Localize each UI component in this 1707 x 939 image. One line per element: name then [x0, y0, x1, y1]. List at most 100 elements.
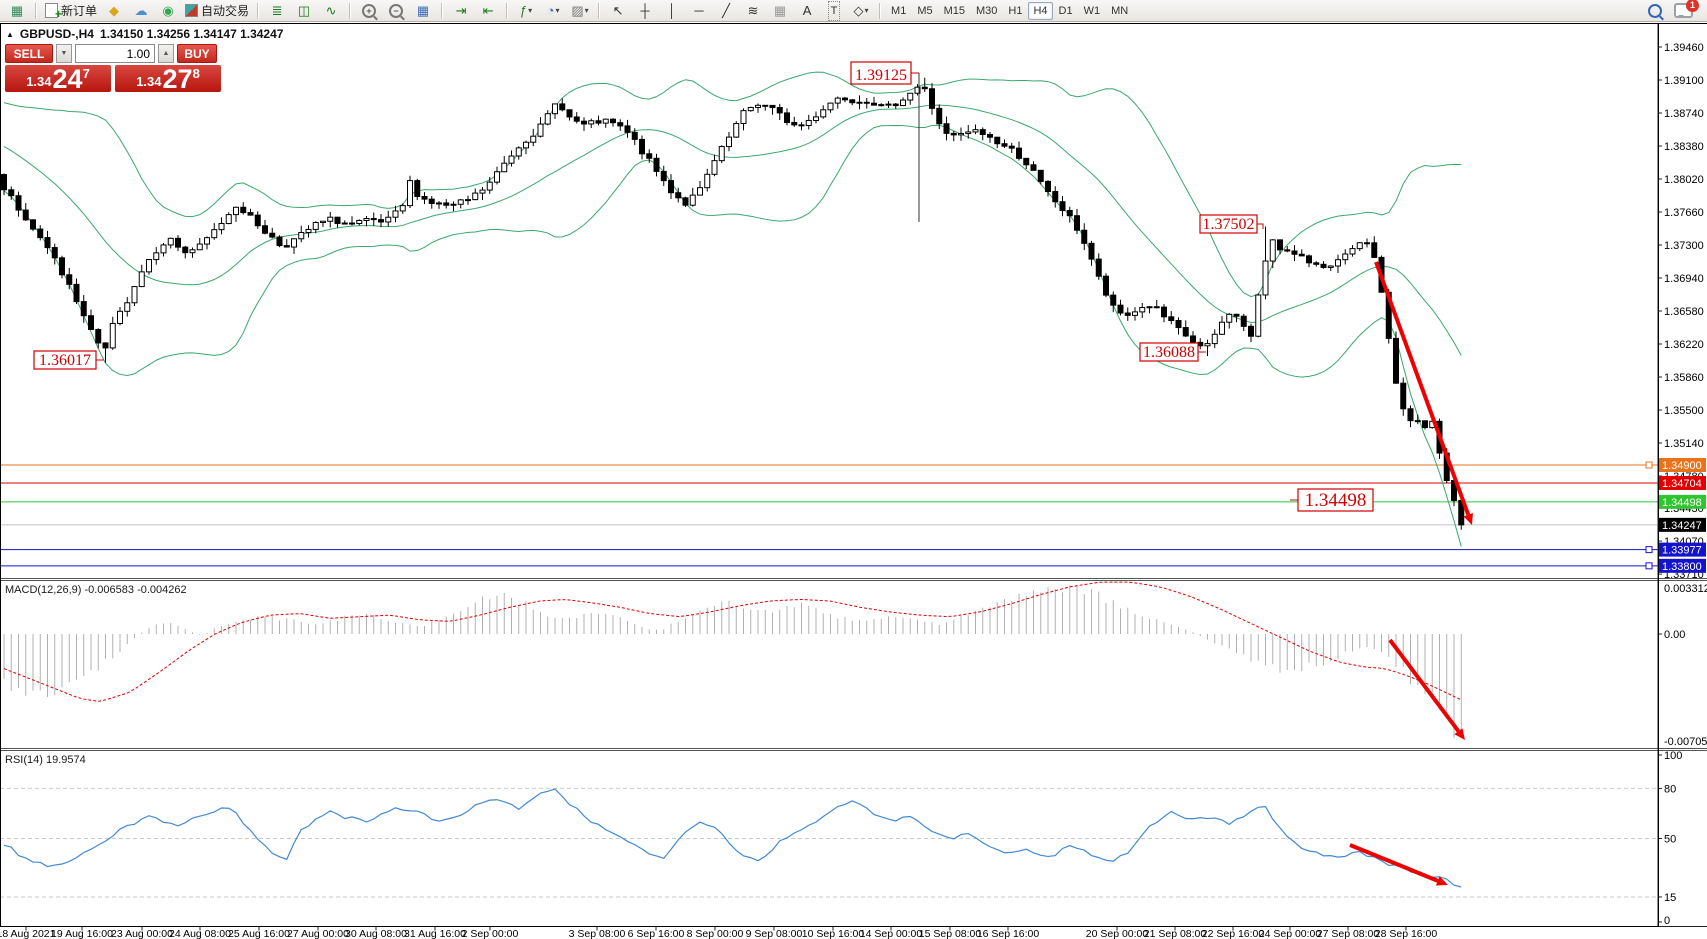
- tile-windows-glyph: ▦: [416, 2, 430, 18]
- svg-text:1.35500: 1.35500: [1664, 405, 1704, 417]
- volume-down-button[interactable]: ▼: [56, 44, 72, 63]
- svg-text:1.39100: 1.39100: [1664, 75, 1704, 87]
- market-icon[interactable]: ◆: [101, 1, 127, 21]
- toolbar-separator: [349, 2, 352, 19]
- svg-text:14 Sep 00:00: 14 Sep 00:00: [860, 928, 923, 939]
- periods-glyph: ◔: [546, 2, 555, 18]
- timeframe-m15[interactable]: M15: [943, 4, 965, 17]
- community-glyph: ☁: [134, 2, 148, 18]
- toolbar-separator: [879, 2, 882, 19]
- timeframe-h1[interactable]: H1: [1008, 4, 1023, 17]
- svg-text:8 Sep 00:00: 8 Sep 00:00: [687, 928, 744, 939]
- svg-text:21 Sep 08:00: 21 Sep 08:00: [1144, 928, 1207, 939]
- collapse-panel-icon[interactable]: ▲: [6, 29, 14, 39]
- new-order-icon[interactable]: 新订单: [42, 1, 100, 23]
- svg-text:0.003312: 0.003312: [1664, 583, 1707, 595]
- chart-shift-icon[interactable]: ⇥: [448, 1, 474, 21]
- bars-mode-icon[interactable]: ≣: [264, 1, 290, 21]
- toolbar: ▦新订单◆☁◉自动交易≣◫∿+−▦⇥⇤ƒ▾◔▾▨▾↖┼│─╱≋▦AT◇▾ M1M…: [0, 0, 1707, 23]
- auto-scroll-icon[interactable]: ⇤: [475, 1, 501, 21]
- zoom-out-glyph: −: [389, 3, 404, 18]
- text-glyph: A: [802, 2, 812, 18]
- autotrade-glyph: [185, 4, 199, 17]
- signals-icon[interactable]: ◉: [155, 1, 181, 21]
- sell-button[interactable]: SELL: [5, 44, 53, 63]
- fibonacci-glyph: ≋: [747, 2, 759, 18]
- svg-text:1.33800: 1.33800: [1662, 561, 1702, 573]
- cursor-glyph: ↖: [612, 2, 624, 18]
- cursor-icon[interactable]: ↖: [605, 1, 631, 21]
- svg-text:1.37660: 1.37660: [1664, 207, 1704, 219]
- vertical-line-glyph: │: [667, 2, 677, 18]
- svg-text:15 Sep 08:00: 15 Sep 08:00: [919, 928, 982, 939]
- community-icon[interactable]: ☁: [128, 1, 154, 21]
- svg-text:24 Sep 00:00: 24 Sep 00:00: [1259, 928, 1322, 939]
- svg-text:1.35140: 1.35140: [1664, 438, 1704, 450]
- toolbar-separator: [506, 2, 509, 19]
- crosshair-glyph: ┼: [640, 2, 650, 18]
- trendline-icon[interactable]: ╱: [713, 1, 739, 21]
- svg-text:1.33977: 1.33977: [1662, 545, 1702, 557]
- candles-mode-icon[interactable]: ◫: [291, 1, 317, 21]
- toolbar-separator: [35, 2, 37, 19]
- indicators-icon[interactable]: ƒ ▾: [513, 1, 539, 21]
- svg-text:1.37502: 1.37502: [1203, 216, 1255, 233]
- svg-text:1.38380: 1.38380: [1664, 141, 1704, 153]
- svg-text:1.39125: 1.39125: [855, 67, 907, 84]
- chat-icon[interactable]: 1: [1674, 0, 1699, 18]
- svg-text:1.34498: 1.34498: [1662, 497, 1702, 509]
- svg-text:1.39460: 1.39460: [1664, 42, 1704, 54]
- horizontal-line-icon[interactable]: ─: [686, 1, 712, 21]
- timeframe-mn[interactable]: MN: [1111, 4, 1129, 17]
- shapes-icon[interactable]: ◇ ▾: [848, 1, 874, 21]
- periods-icon[interactable]: ◔ ▾: [540, 1, 566, 21]
- tile-windows-icon[interactable]: ▦: [410, 1, 436, 21]
- crosshair-icon[interactable]: ┼: [632, 1, 658, 21]
- toolbar-separator: [441, 2, 444, 19]
- svg-text:24 Aug 08:00: 24 Aug 08:00: [169, 928, 231, 939]
- svg-text:22 Sep 16:00: 22 Sep 16:00: [1202, 928, 1265, 939]
- shapes-dropdown-icon: ▾: [864, 5, 869, 15]
- notification-badge: 1: [1686, 0, 1699, 12]
- svg-text:30 Aug 08:00: 30 Aug 08:00: [345, 928, 407, 939]
- zoom-out-icon[interactable]: −: [383, 1, 409, 21]
- svg-text:100: 100: [1664, 750, 1682, 762]
- zoom-in-icon[interactable]: +: [356, 1, 382, 21]
- templates-glyph: ▨: [571, 2, 584, 18]
- timeframe-group: M1 M5 M15 M30 H1 H4 D1 W1 MN: [886, 1, 1133, 20]
- vertical-line-icon[interactable]: │: [659, 1, 685, 21]
- autotrade-label: 自动交易: [201, 3, 250, 18]
- svg-text:19 Aug 16:00: 19 Aug 16:00: [51, 928, 113, 939]
- svg-text:0: 0: [1664, 915, 1670, 927]
- timeframe-m1[interactable]: M1: [891, 4, 907, 17]
- horizontal-line-glyph: ─: [694, 2, 704, 18]
- templates-icon[interactable]: ▨ ▾: [567, 1, 593, 21]
- bid-price-button[interactable]: 1.34 24 7: [5, 64, 111, 95]
- bid-price-sup: 7: [82, 66, 90, 81]
- search-icon[interactable]: [1648, 3, 1662, 18]
- fibonacci-icon[interactable]: ≋: [740, 1, 766, 21]
- timeframe-m30[interactable]: M30: [976, 4, 998, 17]
- timeframe-d1[interactable]: D1: [1058, 4, 1073, 17]
- timeframe-m5[interactable]: M5: [917, 4, 933, 17]
- volume-up-button[interactable]: ▲: [158, 44, 174, 63]
- bid-price-small: 1.34: [26, 74, 52, 89]
- timeframe-h4[interactable]: H4: [1028, 1, 1053, 20]
- volume-input[interactable]: [75, 44, 155, 63]
- timeframe-w1[interactable]: W1: [1083, 4, 1101, 17]
- text-label-icon[interactable]: T: [821, 0, 847, 21]
- indicators-glyph: ƒ: [519, 2, 528, 18]
- line-mode-icon[interactable]: ∿: [318, 1, 344, 21]
- grid-icon[interactable]: ▦: [767, 1, 793, 21]
- svg-text:80: 80: [1664, 783, 1676, 795]
- svg-text:1.36580: 1.36580: [1664, 306, 1704, 318]
- ask-price-button[interactable]: 1.34 27 8: [115, 65, 221, 93]
- new-chart-icon[interactable]: ▦: [4, 1, 30, 21]
- buy-button[interactable]: BUY: [177, 44, 217, 63]
- text-icon[interactable]: A: [794, 1, 820, 21]
- svg-text:50: 50: [1664, 834, 1676, 846]
- autotrade-icon[interactable]: 自动交易: [182, 1, 252, 21]
- bid-price-big: 24: [52, 64, 83, 95]
